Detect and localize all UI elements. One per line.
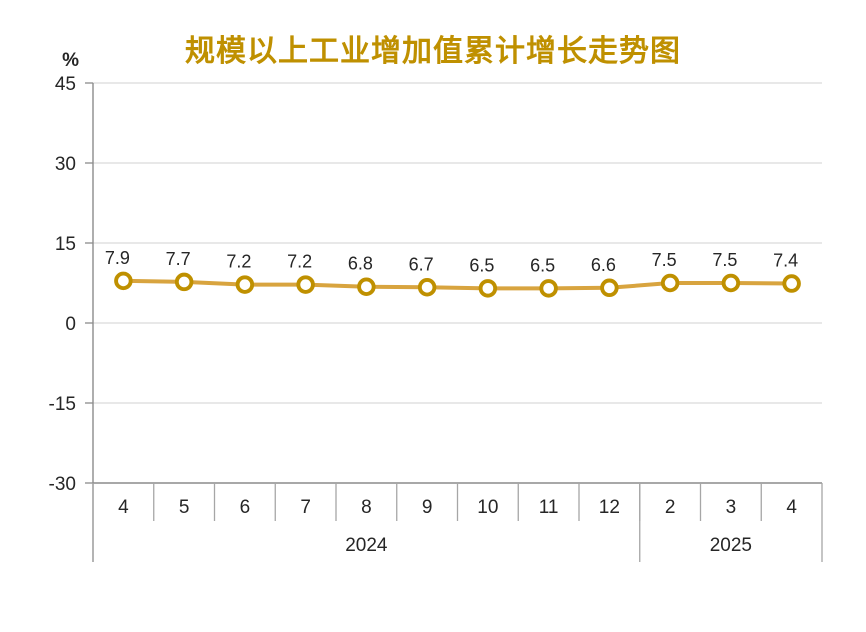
data-point-marker [174, 272, 194, 292]
data-point-marker [539, 279, 558, 298]
y-tick-label: -30 [49, 474, 76, 495]
data-point-marker [357, 277, 376, 296]
data-point-marker [417, 278, 437, 297]
series-line [121, 278, 794, 291]
x-category-label: 4 [118, 497, 129, 518]
chart-title: 规模以上工业增加值累计增长走势图 [185, 35, 681, 68]
x-category-label: 10 [477, 497, 498, 518]
year-label: 2024 [345, 535, 388, 556]
data-point-marker [782, 274, 801, 293]
x-category-label: 3 [726, 497, 737, 518]
data-point-marker [478, 279, 498, 298]
year-label: 2025 [710, 535, 752, 556]
data-point-label: 7.2 [287, 252, 312, 272]
x-category-label: 11 [539, 497, 559, 518]
y-tick-label: 15 [55, 234, 76, 255]
data-point-marker [296, 275, 315, 294]
data-point-label: 7.4 [773, 251, 798, 271]
data-point-label: 7.9 [105, 248, 130, 268]
y-axis-unit-label: % [62, 50, 79, 71]
data-point-label: 7.2 [226, 252, 251, 272]
data-point-marker [660, 273, 680, 293]
x-category-label: 5 [179, 497, 190, 518]
data-point-label: 6.5 [530, 255, 555, 275]
data-point-marker [235, 275, 255, 294]
x-category-label: 9 [422, 497, 433, 518]
data-point-label: 7.5 [712, 250, 737, 270]
data-point-marker [114, 271, 133, 291]
x-category-label: 6 [240, 497, 251, 518]
data-point-marker [600, 278, 619, 298]
data-point-label: 6.5 [469, 255, 494, 275]
x-category-label: 4 [786, 497, 797, 518]
y-tick-label: -15 [49, 394, 76, 415]
data-point-label: 6.8 [348, 254, 373, 274]
y-tick-label: 30 [55, 154, 76, 175]
x-category-label: 2 [665, 497, 676, 518]
data-point-marker [721, 273, 741, 293]
data-point-label: 6.7 [409, 254, 434, 274]
y-tick-label: 45 [55, 74, 76, 95]
data-point-label: 6.6 [591, 255, 616, 275]
x-category-label: 7 [300, 497, 311, 518]
data-point-label: 7.7 [166, 249, 191, 269]
x-category-label: 12 [599, 497, 620, 518]
data-point-label: 7.5 [652, 250, 677, 270]
y-tick-label: 0 [65, 314, 76, 335]
x-category-label: 8 [361, 497, 372, 518]
